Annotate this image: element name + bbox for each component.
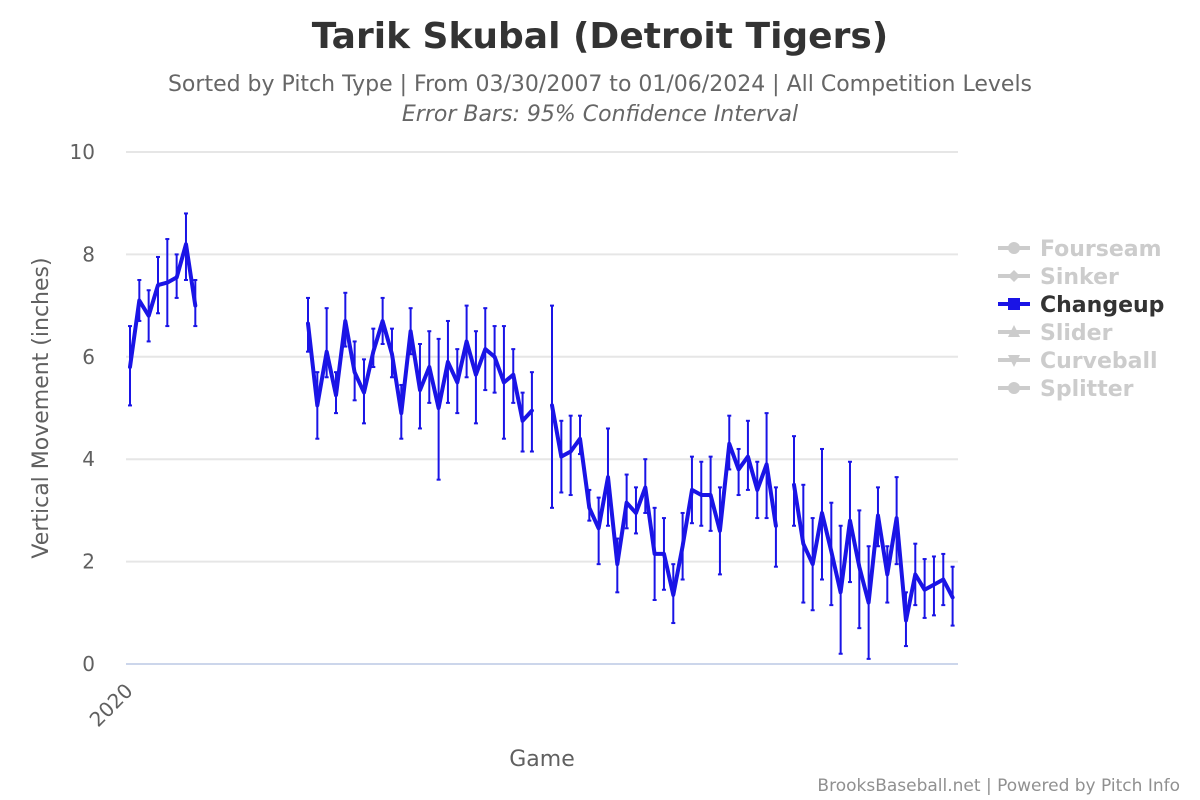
legend-item-changeup[interactable]: Changeup [998,293,1164,318]
series-line-changeup-segment-1 [128,242,198,369]
series-line-changeup-segment-2 [306,319,534,423]
series-lines [128,242,955,623]
y-tick-label-10: 10 [70,140,95,164]
legend-label-sinker: Sinker [1040,265,1119,290]
y-axis-title: Vertical Movement (inches) [29,257,54,558]
legend-label-fourseam: Fourseam [1040,237,1162,262]
legend-marker-triangle-icon [1008,325,1020,337]
y-axis-ticks: 0 2 4 6 8 10 [70,140,95,676]
legend: Fourseam Sinker Changeup Slider Curveball Spl… [998,237,1164,402]
series-line-changeup-segment-4 [792,482,955,623]
legend-item-sinker[interactable]: Sinker [998,265,1119,290]
y-tick-label-0: 0 [82,652,95,676]
legend-marker-triangle-down-icon [1008,355,1020,367]
x-axis-ticks: 2020 [85,679,138,732]
legend-item-splitter[interactable]: Splitter [998,377,1134,402]
chart-subtitle: Sorted by Pitch Type | From 03/30/2007 t… [168,72,1032,97]
credits[interactable]: BrooksBaseball.net | Powered by Pitch In… [817,776,1180,796]
legend-label-curveball: Curveball [1040,349,1158,374]
legend-marker-circle-icon [1008,242,1020,254]
error-bars [128,212,955,660]
grid-lines [126,151,958,665]
legend-label-changeup: Changeup [1040,293,1164,318]
y-tick-label-4: 4 [82,447,95,471]
y-tick-label-6: 6 [82,345,95,369]
y-tick-label-8: 8 [82,242,95,266]
legend-marker-square-icon [1008,298,1020,310]
legend-label-splitter: Splitter [1040,377,1134,402]
legend-item-slider[interactable]: Slider [998,321,1113,346]
legend-label-slider: Slider [1040,321,1113,346]
legend-marker-diamond-icon [1008,270,1020,282]
y-tick-label-2: 2 [82,550,95,574]
series-line-changeup-segment-3 [550,403,778,597]
legend-item-curveball[interactable]: Curveball [998,349,1158,374]
x-tick-label-0: 2020 [85,679,138,732]
legend-marker-circle-icon [1008,382,1020,394]
chart-subtitle-error-bars: Error Bars: 95% Confidence Interval [402,102,798,127]
legend-item-fourseam[interactable]: Fourseam [998,237,1162,262]
chart-title: Tarik Skubal (Detroit Tigers) [312,16,888,57]
x-axis-title: Game [509,747,575,772]
